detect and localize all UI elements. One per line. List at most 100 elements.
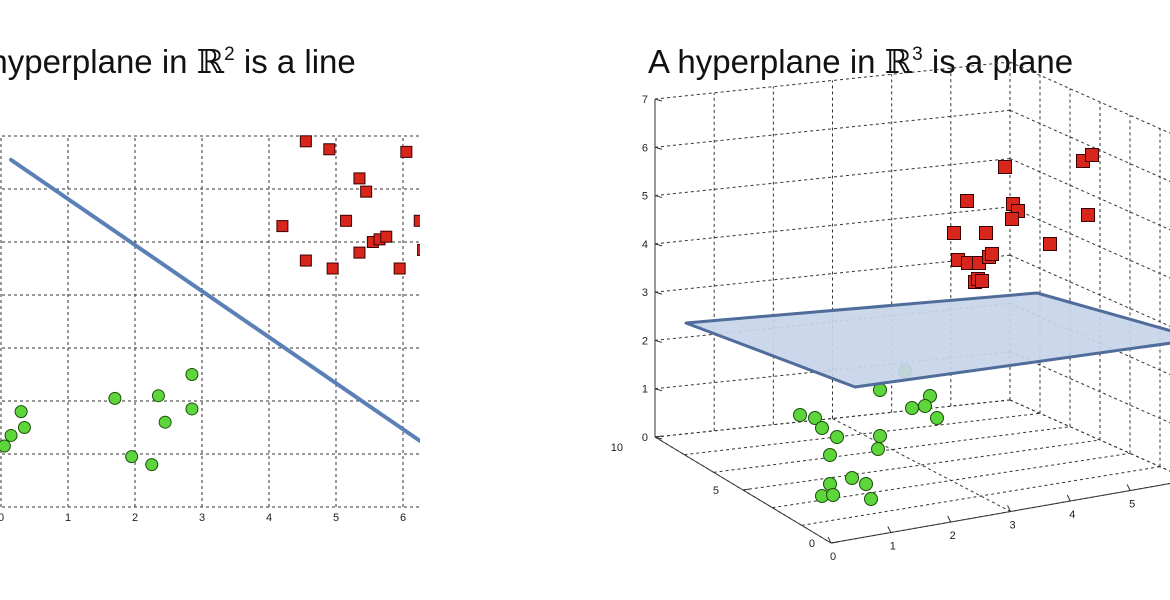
points-2d: [0, 135, 420, 472]
data-point-green: [823, 448, 837, 462]
data-point-green: [859, 477, 873, 491]
x-tick-label: 1: [65, 512, 71, 524]
data-point-green: [17, 421, 31, 434]
grid-line-floor: [713, 426, 1071, 473]
data-point-red: [1011, 204, 1025, 218]
grid-line-floor: [654, 436, 832, 544]
data-point-green: [823, 477, 837, 491]
data-point-red: [960, 194, 974, 208]
x-tick-label: 3: [199, 512, 205, 524]
data-point-red: [353, 172, 366, 185]
x-tick-mark: [947, 515, 952, 523]
x-tick-mark: [887, 526, 892, 533]
axis-y: [654, 436, 832, 544]
grid-line-floor: [830, 483, 1170, 544]
z-tick-label: 5: [642, 191, 648, 203]
grid-line-side-wall: [1009, 254, 1170, 327]
z-tick-label: 7: [642, 94, 648, 106]
data-point-red: [951, 253, 965, 267]
x-tick-label: 2: [132, 512, 138, 524]
x-tick-label: 6: [400, 512, 406, 524]
data-point-green: [4, 428, 18, 442]
y-tick-mark: [654, 435, 663, 438]
z-tick-mark: [654, 436, 663, 440]
data-point-green: [845, 471, 859, 485]
grid-line-side-wall: [1009, 302, 1170, 376]
data-point-red: [1085, 148, 1099, 162]
data-point-red: [985, 247, 999, 261]
data-point-red: [326, 262, 339, 275]
data-point-red: [417, 243, 420, 256]
grid-line-back-wall: [654, 254, 1011, 293]
separating-plane-surface: [684, 291, 1170, 389]
grid-line-back-wall: [654, 399, 1011, 438]
data-point-green: [0, 439, 11, 453]
data-point-red: [979, 226, 993, 240]
separating-line: [9, 157, 420, 443]
grid-line-floor: [1009, 399, 1170, 472]
grid-line-floor: [742, 439, 1101, 491]
grid-line-back-wall: [654, 109, 1011, 148]
x-tick-label: 2: [950, 530, 956, 542]
x-tick-label: 1: [890, 541, 896, 553]
data-point-red: [998, 160, 1012, 174]
y-tick-label: 10: [611, 442, 623, 454]
data-point-green: [815, 421, 829, 435]
data-point-red: [971, 272, 985, 286]
grid-2d: [0, 135, 420, 508]
data-point-red: [400, 145, 413, 158]
x-tick-mark: [827, 536, 832, 544]
x-tick-label: 0: [0, 512, 4, 524]
data-point-green: [871, 442, 885, 456]
data-point-red: [961, 256, 975, 270]
data-point-green: [145, 458, 159, 472]
data-point-red: [1006, 197, 1020, 211]
data-point-green: [14, 405, 28, 419]
z-tick-mark: [654, 195, 663, 199]
x-tick-label: 3: [1009, 520, 1015, 532]
data-point-red: [947, 226, 961, 240]
grid-line-floor: [801, 466, 1161, 526]
grid-line-back-wall: [654, 158, 1011, 197]
y-tick-mark: [830, 541, 839, 544]
z-tick-label: 4: [642, 239, 648, 251]
grid-line-side-wall: [1009, 399, 1170, 472]
z-tick-label: 3: [642, 287, 648, 299]
axis-x: [830, 483, 1170, 544]
data-point-red: [982, 250, 996, 264]
data-point-red: [413, 214, 420, 227]
data-point-green: [815, 489, 829, 503]
separating-line-segment: [9, 157, 420, 443]
data-point-green: [930, 411, 944, 425]
separating-plane: [684, 291, 1170, 389]
z-tick-mark: [654, 388, 663, 392]
data-point-green: [158, 415, 172, 429]
y-tick-label: 0: [809, 538, 815, 550]
data-point-green: [151, 389, 165, 403]
x-tick-label: 5: [333, 512, 339, 524]
x-tick-label: 0: [830, 551, 836, 563]
grid-line-side-wall: [1009, 206, 1170, 279]
grid-3d: [654, 61, 1170, 544]
data-point-green: [830, 430, 844, 444]
data-point-green: [808, 411, 822, 425]
data-point-red: [1081, 208, 1095, 222]
z-tick-label: 2: [642, 335, 648, 347]
x-tick-label: 4: [266, 512, 272, 524]
data-point-red: [323, 143, 336, 156]
grid-line-side-wall: [1009, 158, 1170, 231]
grid-line-side-wall: [1009, 351, 1170, 424]
data-point-red: [975, 274, 989, 288]
z-tick-mark: [654, 243, 663, 247]
data-point-green: [826, 488, 840, 502]
points-3d-red: [947, 148, 1099, 289]
data-point-green: [864, 492, 878, 506]
x-tick-label: 4: [1069, 509, 1075, 521]
z-tick-mark: [654, 339, 663, 343]
data-point-green: [923, 389, 937, 403]
y-tick-mark: [742, 488, 751, 491]
data-point-red: [1043, 237, 1057, 251]
data-point-red: [299, 254, 312, 267]
chart-title-3d: A hyperplane in ℝ3 is a plane: [648, 42, 1074, 81]
